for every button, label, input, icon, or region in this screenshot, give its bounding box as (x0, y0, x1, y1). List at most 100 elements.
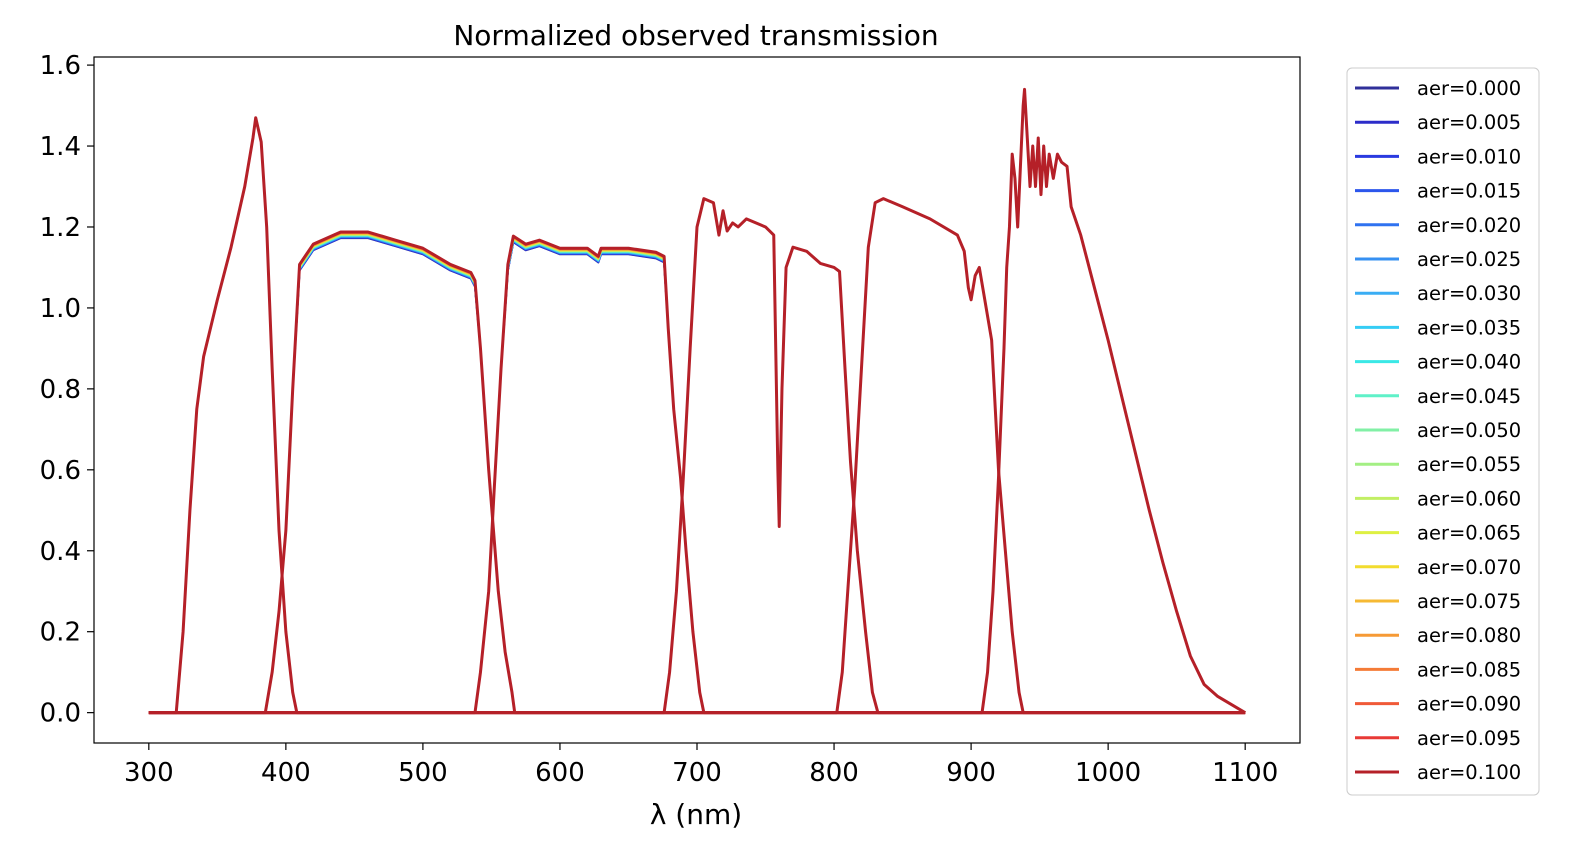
series-line-aer=0.095-z (148, 197, 1246, 714)
series-line-aer=0.090-z (148, 197, 1246, 714)
series-line-aer=0.095-u (148, 116, 1246, 714)
series-line-aer=0.035-u (148, 116, 1246, 714)
series-line-aer=0.085-y (148, 88, 1246, 714)
series-line-aer=0.085-z (148, 197, 1246, 714)
series-line-aer=0.000-g (148, 237, 1246, 714)
legend-label: aer=0.090 (1417, 693, 1521, 716)
series-line-aer=0.070-i (148, 197, 1246, 714)
x-axis: 300 400 500 600 700 800 900 1000 1100 (124, 743, 1278, 788)
series-line-aer=0.030-y (148, 88, 1246, 714)
series-line-aer=0.065-i (148, 197, 1246, 714)
series-line-aer=0.075-i (148, 197, 1246, 714)
series-line-aer=0.050-g (148, 234, 1246, 714)
y-tick-label: 1.2 (40, 213, 81, 243)
legend-label: aer=0.045 (1417, 385, 1521, 408)
series-line-aer=0.100-z (148, 197, 1246, 715)
series-line-aer=0.010-g (148, 236, 1246, 714)
series-line-aer=0.065-r (148, 237, 1246, 714)
series-line-aer=0.025-g (148, 235, 1246, 714)
series-line-aer=0.045-z (148, 197, 1246, 714)
series-line-aer=0.050-y (148, 88, 1246, 714)
x-tick-label: 1000 (1075, 758, 1141, 788)
y-tick-label: 1.4 (40, 132, 81, 162)
series-line-aer=0.030-z (148, 197, 1246, 714)
series-line-aer=0.100-i (148, 197, 1246, 715)
series-line-aer=0.085-i (148, 197, 1246, 714)
series-line-aer=0.090-r (148, 235, 1246, 714)
series-line-aer=0.020-z (148, 197, 1246, 714)
series-line-aer=0.000-y (148, 88, 1246, 714)
series-line-aer=0.085-r (148, 236, 1246, 714)
series-line-aer=0.050-u (148, 116, 1246, 714)
series-line-aer=0.025-i (148, 197, 1246, 714)
series-line-aer=0.065-g (148, 233, 1246, 714)
legend-label: aer=0.055 (1417, 453, 1521, 476)
series-line-aer=0.005-i (148, 197, 1246, 714)
series-line-aer=0.090-i (148, 197, 1246, 714)
series-line-aer=0.095-i (148, 197, 1246, 714)
series-line-aer=0.000-i (148, 197, 1246, 714)
series-line-aer=0.080-g (148, 232, 1246, 714)
legend-label: aer=0.025 (1417, 248, 1521, 271)
series-line-aer=0.025-z (148, 197, 1246, 714)
x-tick-label: 400 (261, 758, 311, 788)
series-line-aer=0.055-r (148, 237, 1246, 714)
y-tick-label: 0.0 (40, 699, 81, 729)
series-line-aer=0.055-i (148, 197, 1246, 714)
y-tick-label: 1.6 (40, 51, 81, 81)
series-line-aer=0.045-r (148, 238, 1246, 714)
y-axis: 0.0 0.2 0.4 0.6 0.8 1.0 1.2 1.4 1.6 (40, 51, 94, 729)
series-line-aer=0.040-g (148, 234, 1246, 714)
series-line-aer=0.000-z (148, 197, 1246, 714)
series-line-aer=0.095-r (148, 235, 1246, 714)
series-line-aer=0.015-z (148, 197, 1246, 714)
x-tick-label: 700 (672, 758, 722, 788)
series-line-aer=0.090-u (148, 116, 1246, 714)
series-line-aer=0.050-z (148, 197, 1246, 714)
series-line-aer=0.010-z (148, 197, 1246, 714)
series-line-aer=0.080-u (148, 116, 1246, 714)
series-line-aer=0.055-g (148, 233, 1246, 714)
series-line-aer=0.030-i (148, 197, 1246, 714)
series-line-aer=0.015-g (148, 236, 1246, 714)
series-line-aer=0.050-r (148, 238, 1246, 714)
x-tick-label: 900 (946, 758, 996, 788)
series-line-aer=0.070-y (148, 88, 1246, 714)
x-tick-label: 600 (535, 758, 585, 788)
series-line-aer=0.080-r (148, 236, 1246, 714)
series-line-aer=0.015-y (148, 88, 1246, 714)
series-line-aer=0.080-i (148, 197, 1246, 714)
legend-label: aer=0.050 (1417, 419, 1521, 442)
series-line-aer=0.045-i (148, 197, 1246, 714)
series-line-aer=0.035-z (148, 197, 1246, 714)
legend-label: aer=0.095 (1417, 727, 1521, 750)
series-line-aer=0.015-i (148, 197, 1246, 714)
legend-label: aer=0.100 (1417, 761, 1521, 784)
series-line-aer=0.040-u (148, 116, 1246, 714)
series-line-aer=0.040-y (148, 88, 1246, 714)
legend-label: aer=0.085 (1417, 658, 1521, 681)
legend-label: aer=0.060 (1417, 487, 1521, 510)
y-tick-label: 0.2 (40, 618, 81, 648)
series-line-aer=0.085-g (148, 231, 1246, 714)
series-line-aer=0.060-r (148, 237, 1246, 714)
series-line-aer=0.025-r (148, 239, 1246, 714)
series-line-aer=0.045-g (148, 234, 1246, 714)
series-line-aer=0.080-z (148, 197, 1246, 714)
legend-label: aer=0.080 (1417, 624, 1521, 647)
series-line-aer=0.075-g (148, 232, 1246, 714)
series-line-aer=0.065-z (148, 197, 1246, 714)
series-line-aer=0.040-r (148, 238, 1246, 714)
series-line-aer=0.075-y (148, 88, 1246, 714)
series-line-aer=0.005-r (148, 240, 1246, 714)
series-line-aer=0.030-u (148, 116, 1246, 714)
series-line-aer=0.090-y (148, 88, 1246, 714)
legend-label: aer=0.065 (1417, 522, 1521, 545)
y-tick-label: 1.0 (40, 294, 81, 324)
series-line-aer=0.065-y (148, 88, 1246, 714)
legend-label: aer=0.075 (1417, 590, 1521, 613)
series-line-aer=0.060-u (148, 116, 1246, 714)
series-line-aer=0.000-u (148, 116, 1246, 714)
series-line-aer=0.045-y (148, 88, 1246, 714)
series-line-aer=0.075-r (148, 236, 1246, 714)
